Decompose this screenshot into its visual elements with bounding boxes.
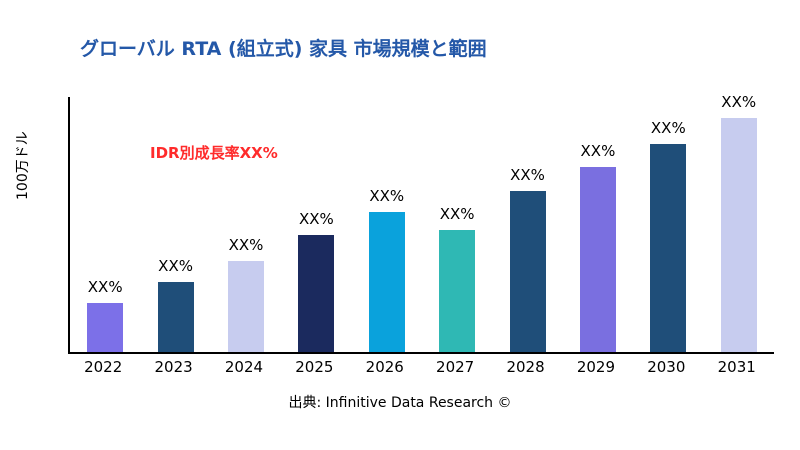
bar-2026[interactable]	[368, 212, 405, 352]
bar-2031[interactable]	[720, 118, 757, 352]
bar-2023[interactable]	[157, 282, 194, 352]
bar-group-2029: XX%	[563, 142, 633, 352]
bar-group-2022: XX%	[70, 278, 140, 352]
bar-group-2023: XX%	[141, 257, 211, 352]
bar-2027[interactable]	[439, 230, 476, 352]
bar-group-2024: XX%	[211, 236, 281, 352]
bar-group-2028: XX%	[493, 166, 563, 352]
x-tick-label-2022: 2022	[84, 358, 123, 376]
x-tick-label-2023: 2023	[154, 358, 193, 376]
x-tick-label-2028: 2028	[506, 358, 545, 376]
bar-2024[interactable]	[227, 261, 264, 352]
x-tick-label-2030: 2030	[647, 358, 686, 376]
x-axis-labels: 2022 2023 2024 2025 2026 2027 2028 2029 2030 2031	[68, 358, 772, 376]
y-axis-label: 100万ドル	[15, 131, 31, 200]
bars-row: XX% XX% XX% XX% XX% XX% XX% XX% XX% XX%	[70, 93, 774, 352]
bar-value-label: XX%	[510, 166, 545, 184]
growth-rate-annotation: IDR別成長率XX%	[150, 144, 278, 162]
bar-value-label: XX%	[580, 142, 616, 160]
bar-group-2030: XX%	[633, 119, 703, 352]
bar-group-2026: XX%	[352, 187, 422, 352]
bar-value-label: XX%	[87, 278, 123, 296]
bar-2028[interactable]	[509, 191, 546, 352]
bar-group-2027: XX%	[422, 205, 492, 352]
bar-value-label: XX%	[439, 205, 475, 223]
x-tick-label-2027: 2027	[436, 358, 475, 376]
bar-2030[interactable]	[650, 144, 687, 352]
bar-value-label: XX%	[650, 119, 686, 137]
x-tick-label-2026: 2026	[365, 358, 404, 376]
bar-value-label: XX%	[369, 187, 405, 205]
plot-area: IDR別成長率XX% XX% XX% XX% XX% XX% XX% XX% XX% XX% XX…	[68, 93, 774, 354]
bar-value-label: XX%	[158, 257, 193, 275]
source-attribution: 出典: Infinitive Data Research ©	[288, 395, 512, 411]
bar-group-2025: XX%	[281, 210, 351, 352]
chart-title: グローバル RTA (組立式) 家具 市場規模と範囲	[80, 38, 487, 60]
bar-value-label: XX%	[228, 236, 264, 254]
bar-2029[interactable]	[579, 167, 616, 352]
x-tick-label-2031: 2031	[717, 358, 756, 376]
bar-value-label: XX%	[721, 93, 757, 111]
bar-2022[interactable]	[87, 303, 124, 352]
bar-value-label: XX%	[298, 210, 334, 228]
bar-2025[interactable]	[298, 235, 335, 352]
x-tick-label-2029: 2029	[576, 358, 616, 376]
x-tick-label-2025: 2025	[295, 358, 334, 376]
x-tick-label-2024: 2024	[224, 358, 264, 376]
bar-group-2031: XX%	[704, 93, 774, 352]
